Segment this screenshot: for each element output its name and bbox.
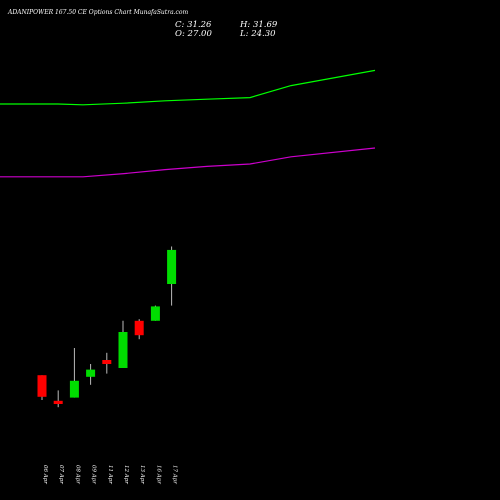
candle-body (86, 369, 96, 377)
close-value: C: 31.26 (175, 20, 212, 30)
x-tick-label: 13 Apr (139, 465, 145, 484)
lower-band-line (0, 147, 376, 178)
x-tick-label: 09 Apr (91, 465, 97, 484)
candle-body (150, 306, 160, 321)
candle-body (118, 332, 128, 368)
candle-body (53, 400, 63, 404)
candle-body (102, 360, 112, 364)
candle-body (69, 380, 79, 398)
x-tick-label: 16 Apr (155, 465, 161, 484)
candle-body (134, 320, 144, 336)
x-tick-label: 11 Apr (107, 465, 113, 484)
low-value: L: 24.30 (240, 29, 276, 39)
open-value: O: 27.00 (175, 29, 212, 39)
chart-title: ADANIPOWER 167.50 CE Options Chart Munaf… (8, 9, 189, 16)
x-tick-label: 12 Apr (123, 465, 129, 484)
x-tick-label: 08 Apr (74, 465, 80, 484)
candle-body (37, 375, 47, 397)
x-tick-label: 06 Apr (42, 465, 48, 484)
upper-band-line (0, 69, 376, 106)
high-value: H: 31.69 (240, 20, 278, 30)
x-tick-label: 17 Apr (172, 465, 178, 484)
x-tick-label: 07 Apr (58, 465, 64, 484)
candle-body (167, 249, 177, 284)
